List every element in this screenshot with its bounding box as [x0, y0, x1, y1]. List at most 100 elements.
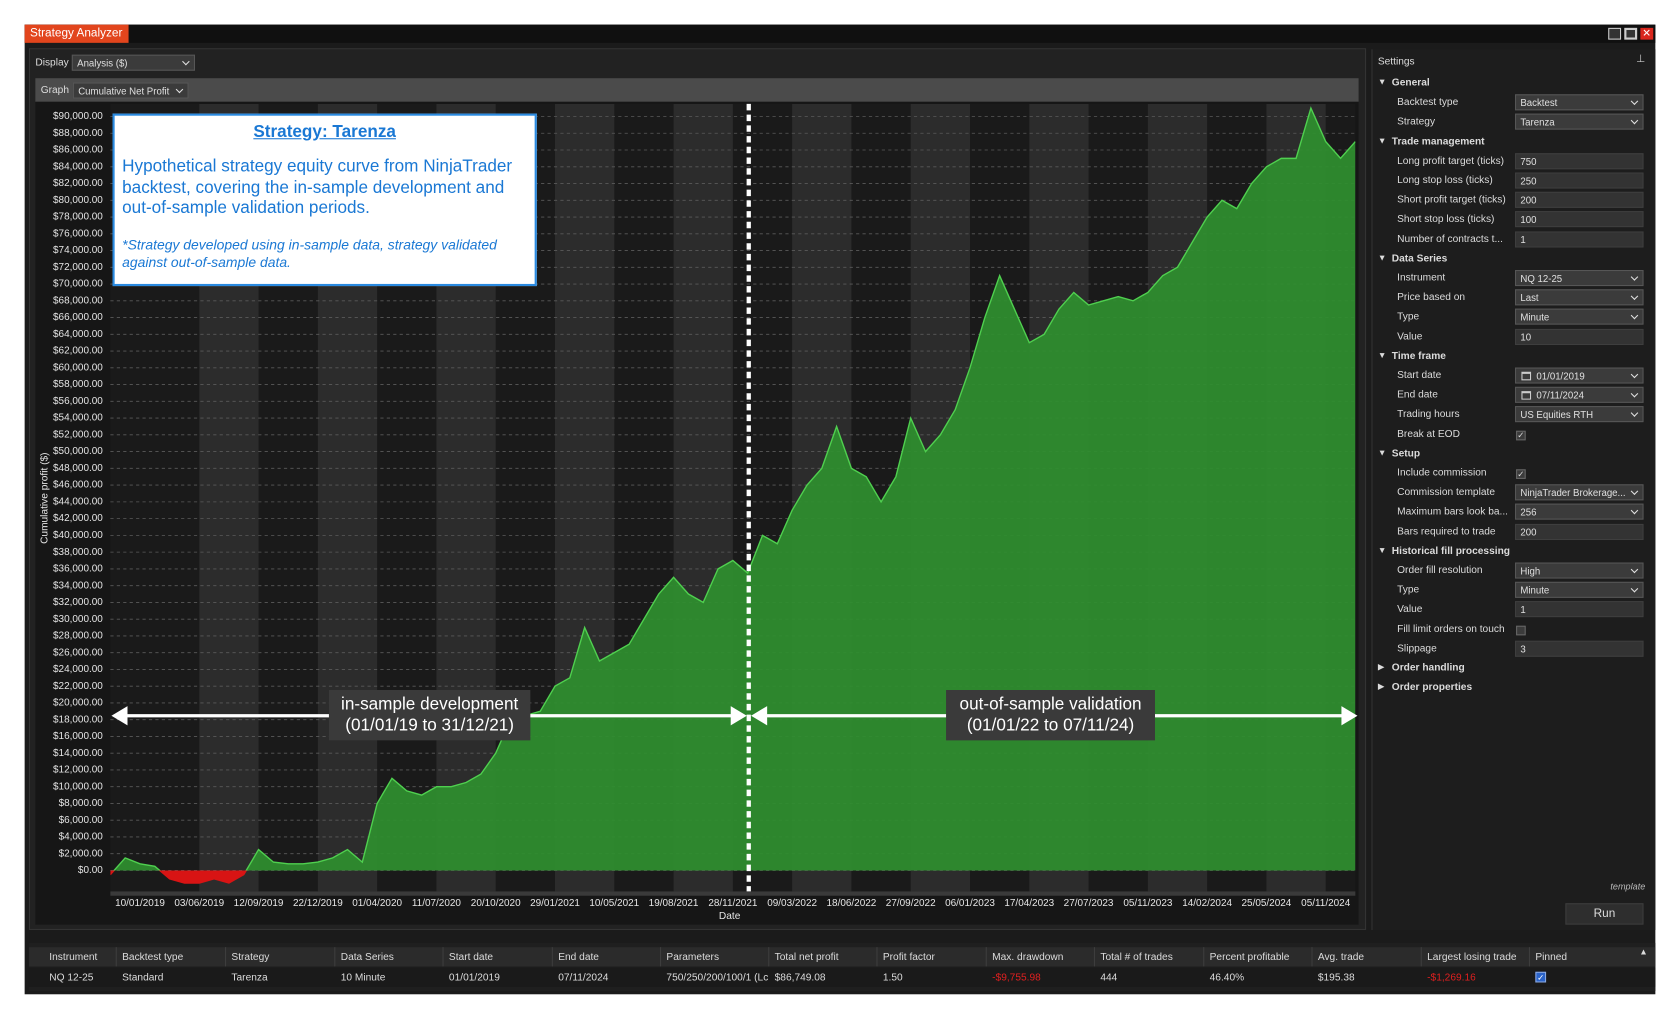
window-title: Strategy Analyzer	[24, 24, 129, 43]
pinned-checkbox[interactable]: ✓	[1535, 971, 1547, 983]
column-header[interactable]: Max. drawdown	[992, 951, 1064, 964]
table-cell: -$9,755.98	[992, 971, 1041, 984]
date-picker[interactable]: 07/11/2024	[1515, 386, 1644, 404]
column-header[interactable]: Total net profit	[774, 951, 839, 964]
date-picker[interactable]: 01/01/2019	[1515, 367, 1644, 384]
x-tick-label: 27/07/2023	[1064, 898, 1114, 909]
column-header[interactable]: Backtest type	[122, 951, 184, 964]
text-input[interactable]: 250	[1515, 172, 1644, 189]
expanded-arrow[interactable]: ▼	[1377, 252, 1387, 263]
display-dropdown[interactable]: Analysis ($)	[71, 54, 196, 71]
scroll-arrows[interactable]: ▲	[1639, 947, 1648, 957]
dropdown[interactable]: Backtest	[1515, 94, 1644, 111]
dropdown[interactable]: US Equities RTH	[1515, 406, 1644, 423]
setting-label: Slippage	[1397, 642, 1437, 655]
dropdown[interactable]: NinjaTrader Brokerage...	[1515, 484, 1644, 501]
table-header	[28, 947, 1656, 967]
checkbox[interactable]: ✓	[1516, 430, 1526, 440]
text-input[interactable]: 100	[1515, 211, 1644, 228]
x-tick-label: 03/06/2019	[174, 898, 224, 909]
section-title[interactable]: Setup	[1391, 447, 1421, 460]
column-divider	[876, 947, 878, 967]
y-tick-label: $86,000.00	[53, 145, 103, 156]
checkbox[interactable]: ✓	[1516, 469, 1526, 479]
section-title[interactable]: Historical fill processing	[1391, 545, 1511, 557]
dropdown[interactable]: High	[1515, 562, 1644, 579]
column-header[interactable]: Profit factor	[882, 951, 935, 964]
expanded-arrow[interactable]: ▼	[1377, 350, 1387, 360]
settings-panel: Settings ⊥ template Run ▼ General Backtest…	[1371, 49, 1656, 931]
close-button[interactable]: ✕	[1640, 27, 1654, 40]
section-title[interactable]: Order handling	[1391, 662, 1465, 674]
minimize-button[interactable]	[1608, 27, 1622, 40]
expanded-arrow[interactable]: ▼	[1377, 545, 1387, 555]
column-header[interactable]: Data Series	[340, 951, 394, 964]
dropdown[interactable]: Tarenza	[1515, 113, 1644, 131]
dropdown[interactable]: Minute	[1515, 308, 1644, 326]
y-tick-label: $64,000.00	[53, 329, 103, 340]
setting-label: Number of contracts t...	[1397, 233, 1503, 245]
column-header[interactable]: Parameters	[666, 951, 720, 964]
column-header[interactable]: Total # of trades	[1100, 951, 1173, 964]
column-header[interactable]: Strategy	[231, 951, 270, 964]
pin-icon[interactable]: ⊥	[1636, 53, 1646, 66]
maximize-button[interactable]	[1624, 27, 1638, 40]
y-tick-label: $6,000.00	[59, 815, 104, 826]
text-input[interactable]: 200	[1515, 191, 1644, 209]
y-tick-label: $46,000.00	[53, 480, 103, 491]
x-tick-label: 05/11/2024	[1301, 898, 1351, 909]
x-tick-label: 12/09/2019	[234, 898, 284, 909]
template-link[interactable]: template	[1610, 880, 1646, 892]
collapsed-arrow[interactable]: ▶	[1377, 681, 1385, 692]
checkbox[interactable]	[1516, 625, 1526, 635]
section-title[interactable]: Data Series	[1391, 252, 1448, 265]
column-header[interactable]: End date	[558, 951, 599, 964]
dropdown[interactable]: Last	[1515, 289, 1644, 306]
setting-label: Break at EOD	[1397, 428, 1460, 440]
text-input[interactable]: 1	[1515, 601, 1644, 618]
section-title[interactable]: Trade management	[1391, 135, 1485, 148]
expanded-arrow[interactable]: ▼	[1377, 447, 1387, 458]
column-header[interactable]: Pinned	[1535, 951, 1568, 964]
expanded-arrow[interactable]: ▼	[1377, 135, 1387, 146]
x-tick-label: 27/09/2022	[886, 898, 936, 909]
text-input[interactable]: 3	[1515, 640, 1644, 657]
x-tick-label: 17/04/2023	[1004, 898, 1054, 909]
y-tick-label: $10,000.00	[53, 781, 103, 792]
setting-label: Value	[1397, 603, 1423, 616]
column-divider	[442, 947, 444, 967]
section-title[interactable]: General	[1391, 77, 1430, 89]
dropdown[interactable]: 256	[1515, 503, 1644, 521]
drawdown-area	[110, 870, 247, 884]
section-title[interactable]: Order properties	[1391, 681, 1473, 694]
expanded-arrow[interactable]: ▼	[1377, 77, 1387, 87]
collapsed-arrow[interactable]: ▶	[1377, 662, 1385, 672]
x-tick-label: 06/01/2023	[945, 898, 995, 909]
column-divider	[985, 947, 987, 967]
run-button[interactable]: Run	[1565, 903, 1644, 925]
x-tick-label: 10/05/2021	[589, 898, 639, 909]
column-header[interactable]: Largest losing trade	[1427, 951, 1517, 964]
section-title[interactable]: Time frame	[1391, 350, 1446, 362]
setting-label: Include commission	[1397, 467, 1487, 479]
text-input[interactable]: 10	[1515, 328, 1644, 345]
graph-dropdown[interactable]: Cumulative Net Profit	[72, 82, 189, 99]
dropdown[interactable]: NQ 12-25	[1515, 270, 1644, 287]
y-tick-label: $76,000.00	[53, 228, 103, 239]
table-cell: 10 Minute	[340, 971, 386, 984]
column-header[interactable]: Start date	[448, 951, 494, 964]
in-sample-label: in-sample development (01/01/19 to 31/12…	[328, 690, 531, 741]
y-tick-label: $80,000.00	[53, 195, 103, 206]
table-cell: 750/250/200/100/1 (Lc	[666, 971, 769, 984]
dropdown[interactable]: Minute	[1515, 581, 1644, 599]
column-header[interactable]: Percent profitable	[1209, 951, 1290, 964]
text-input[interactable]: 200	[1515, 523, 1644, 540]
x-tick-label: 10/01/2019	[115, 898, 165, 909]
settings-title: Settings	[1377, 55, 1415, 68]
text-input[interactable]: 1	[1515, 230, 1644, 248]
setting-label: Value	[1397, 330, 1423, 343]
column-header[interactable]: Instrument	[49, 951, 98, 964]
setting-label: Type	[1397, 311, 1420, 323]
text-input[interactable]: 750	[1515, 152, 1644, 170]
column-header[interactable]: Avg. trade	[1317, 951, 1365, 964]
